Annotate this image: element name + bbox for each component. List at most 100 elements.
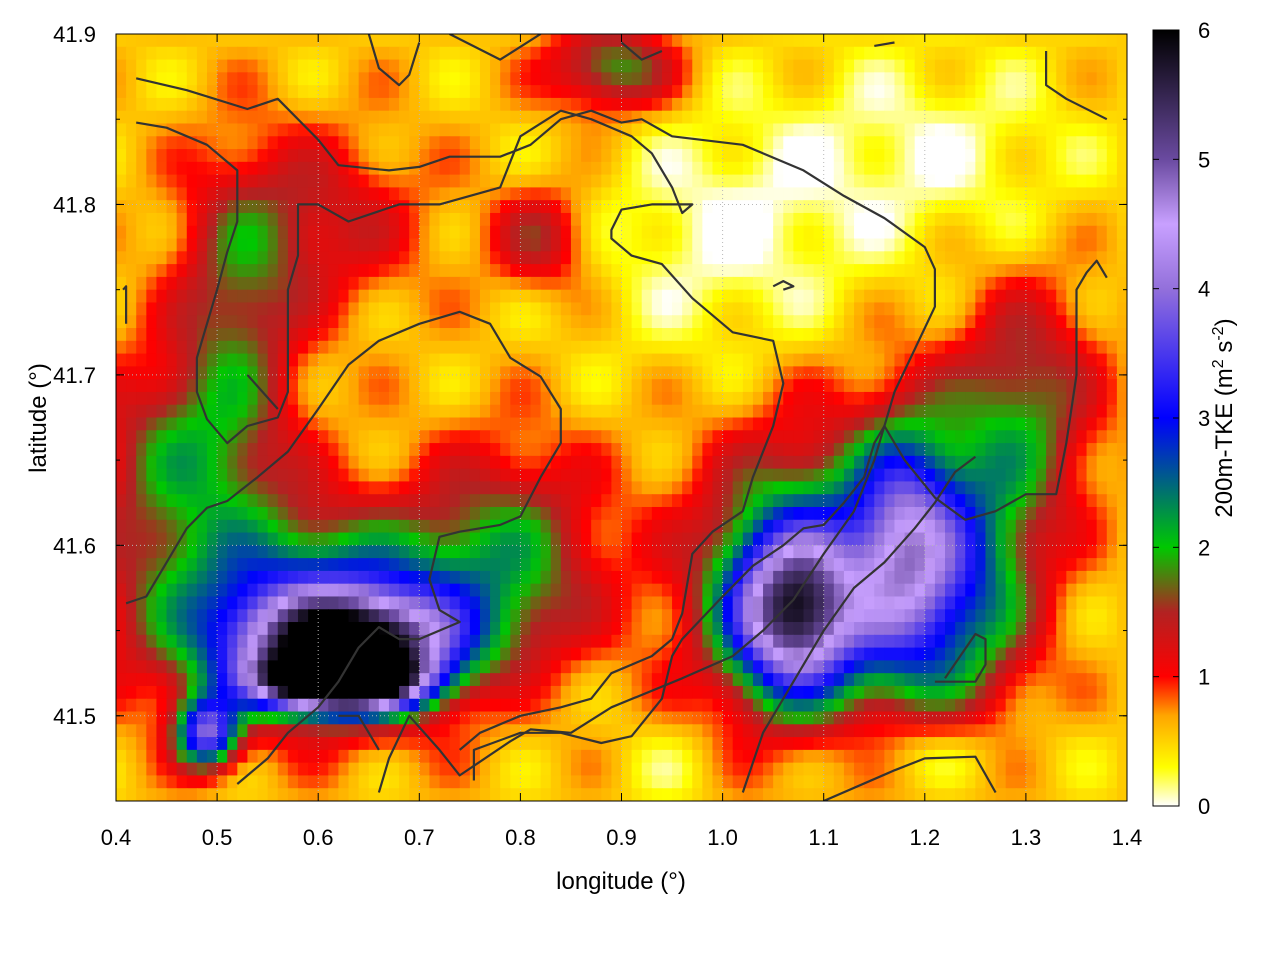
- heatmap-cell: [277, 417, 289, 431]
- heatmap-cell: [227, 149, 238, 163]
- heatmap-cell: [116, 34, 127, 48]
- heatmap-cell: [1056, 558, 1067, 572]
- heatmap-cell: [328, 660, 340, 674]
- heatmap-cell: [166, 481, 178, 495]
- heatmap-cell: [560, 46, 572, 61]
- heatmap-cell: [864, 366, 875, 380]
- heatmap-cell: [358, 647, 370, 661]
- heatmap-cell: [854, 455, 865, 470]
- heatmap-cell: [459, 481, 471, 495]
- heatmap-cell: [439, 34, 451, 48]
- heatmap-cell: [894, 379, 906, 393]
- heatmap-cell: [166, 417, 178, 431]
- heatmap-cell: [874, 583, 885, 598]
- heatmap-cell: [934, 647, 946, 661]
- heatmap-cell: [813, 468, 825, 483]
- heatmap-cell: [1066, 494, 1078, 508]
- heatmap-cell: [277, 391, 289, 406]
- heatmap-cell: [1025, 200, 1037, 214]
- heatmap-cell: [570, 570, 582, 585]
- heatmap-cell: [570, 443, 582, 457]
- heatmap-cell: [510, 404, 521, 419]
- heatmap-cell: [399, 660, 410, 674]
- heatmap-cell: [722, 532, 734, 546]
- heatmap-cell: [479, 123, 491, 137]
- heatmap-cell: [672, 443, 683, 457]
- heatmap-cell: [722, 391, 734, 406]
- heatmap-cell: [1005, 481, 1017, 495]
- heatmap-cell: [1025, 443, 1037, 457]
- heatmap-cell: [196, 238, 208, 252]
- heatmap-cell: [570, 123, 582, 137]
- heatmap-cell: [722, 366, 734, 380]
- heatmap-cell: [904, 481, 916, 495]
- heatmap-cell: [297, 289, 309, 304]
- heatmap-cell: [1066, 417, 1078, 431]
- heatmap-cell: [1066, 545, 1078, 559]
- heatmap-cell: [510, 34, 521, 48]
- heatmap-cell: [1025, 647, 1037, 661]
- heatmap-cell: [661, 545, 673, 559]
- heatmap-cell: [277, 596, 289, 610]
- heatmap-cell: [904, 404, 916, 419]
- heatmap-cell: [763, 123, 774, 137]
- heatmap-cell: [257, 123, 269, 137]
- heatmap-cell: [277, 622, 289, 636]
- heatmap-cell: [297, 481, 309, 495]
- heatmap-cell: [854, 366, 865, 380]
- heatmap-cell: [287, 481, 299, 495]
- heatmap-cell: [449, 187, 461, 201]
- heatmap-cell: [803, 238, 815, 252]
- heatmap-cell: [328, 443, 340, 457]
- heatmap-cell: [985, 328, 997, 342]
- heatmap-cell: [116, 417, 127, 431]
- heatmap-cell: [348, 225, 360, 240]
- heatmap-cell: [1116, 519, 1127, 534]
- heatmap-cell: [378, 187, 390, 201]
- heatmap-cell: [955, 302, 966, 316]
- heatmap-cell: [217, 622, 228, 636]
- heatmap-cell: [914, 545, 926, 559]
- heatmap-cell: [409, 622, 420, 636]
- heatmap-cell: [308, 468, 319, 483]
- heatmap-cell: [641, 97, 653, 112]
- heatmap-cell: [813, 443, 825, 457]
- heatmap-cell: [328, 174, 340, 188]
- heatmap-cell: [742, 59, 754, 73]
- heatmap-cell: [530, 532, 542, 546]
- heatmap-cell: [702, 251, 714, 265]
- heatmap-cell: [338, 404, 350, 419]
- heatmap-cell: [1076, 187, 1088, 201]
- heatmap-cell: [934, 238, 946, 252]
- heatmap-cell: [934, 468, 946, 483]
- heatmap-cell: [904, 647, 916, 661]
- heatmap-cell: [712, 59, 724, 73]
- heatmap-cell: [318, 85, 329, 99]
- heatmap-cell: [934, 353, 946, 367]
- heatmap-cell: [520, 136, 532, 150]
- heatmap-cell: [156, 506, 168, 521]
- heatmap-cell: [1005, 110, 1017, 125]
- heatmap-cell: [247, 391, 259, 406]
- heatmap-cell: [267, 532, 279, 546]
- heatmap-cell: [651, 366, 663, 380]
- heatmap-cell: [409, 443, 420, 457]
- heatmap-cell: [206, 123, 218, 137]
- heatmap-cell: [823, 123, 835, 137]
- heatmap-cell: [378, 417, 390, 431]
- heatmap-cell: [995, 200, 1007, 214]
- heatmap-cell: [439, 634, 451, 649]
- heatmap-cell: [722, 353, 734, 367]
- heatmap-cell: [955, 417, 966, 431]
- heatmap-cell: [1066, 340, 1078, 355]
- heatmap-cell: [1116, 289, 1127, 304]
- heatmap-cell: [783, 404, 794, 419]
- heatmap-cell: [934, 506, 946, 521]
- heatmap-cell: [237, 340, 249, 355]
- heatmap-cell: [116, 570, 127, 585]
- heatmap-cell: [530, 519, 542, 534]
- heatmap-cell: [490, 110, 501, 125]
- heatmap-cell: [176, 46, 188, 61]
- heatmap-cell: [1086, 251, 1098, 265]
- heatmap-cell: [1005, 174, 1017, 188]
